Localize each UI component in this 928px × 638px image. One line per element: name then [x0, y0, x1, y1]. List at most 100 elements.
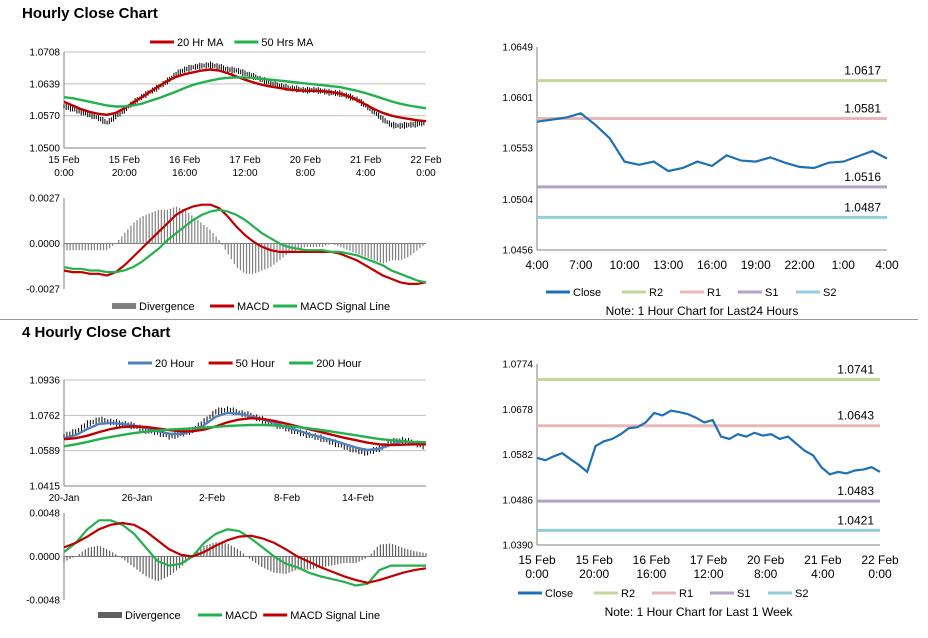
hourly-macd-ytick: 0.0027 — [29, 194, 60, 205]
hourly-ma-xtick-time: 8:00 — [296, 168, 316, 179]
hourly-ma-xtick-time: 0:00 — [416, 168, 436, 179]
4h-close-legend-label: Close — [545, 588, 573, 600]
hourly-ma-xtick-date: 17 Feb — [229, 155, 261, 166]
4h-ma-xtick: 14-Feb — [342, 493, 374, 504]
4h-close-level-label-R2: 1.0741 — [837, 363, 874, 377]
4h-ma-ytick: 1.0415 — [29, 482, 60, 493]
4h-macd-ytick: 0.0000 — [29, 552, 60, 563]
4h-close-xtick-date: 16 Feb — [633, 553, 671, 567]
4h-close-xtick-time: 20:00 — [579, 567, 609, 581]
hourly-ma-xtick-date: 20 Feb — [290, 155, 322, 166]
hourly-close-level-label-R2: 1.0617 — [844, 64, 881, 78]
4h-ma-ytick: 1.0762 — [29, 411, 60, 422]
4h-ma-xtick: 2-Feb — [199, 493, 226, 504]
hourly-close-ytick: 1.0649 — [502, 43, 533, 54]
hourly-macd-ytick: 0.0000 — [29, 239, 60, 250]
hourly-close-ytick: 1.0504 — [502, 195, 533, 206]
section-title-hourly: Hourly Close Chart — [22, 5, 158, 22]
4h-close-xtick-date: 15 Feb — [518, 553, 556, 567]
4h-macd-legend-label: MACD Signal Line — [290, 610, 380, 622]
hourly-close-xtick: 4:00 — [525, 258, 549, 272]
hourly-close-xtick: 16:00 — [697, 258, 727, 272]
4h-ma-xtick: 26-Jan — [122, 493, 153, 504]
4h-close-xtick-date: 20 Feb — [747, 553, 785, 567]
4h-ma-ytick: 1.0936 — [29, 376, 60, 387]
hourly-macd-legend-label: MACD — [237, 301, 269, 313]
4h-macd-series-line — [63, 519, 426, 587]
hourly-ma-xtick-time: 16:00 — [172, 168, 197, 179]
4h-close-xtick-time: 12:00 — [693, 567, 723, 581]
section-divider — [0, 319, 918, 320]
hourly-close-ytick: 1.0553 — [502, 143, 533, 154]
hourly-macd-series-line — [63, 203, 427, 285]
4h-close-legend-label: R1 — [679, 588, 693, 600]
4h-macd-legend-label: MACD — [225, 610, 257, 622]
hourly-macd-series-line — [63, 208, 427, 284]
hourly-ma-ytick: 1.0708 — [29, 48, 60, 59]
hourly-macd-legend-swatch — [112, 303, 136, 309]
hourly-macd-legend-label: MACD Signal Line — [300, 301, 390, 313]
4h-close-note: Note: 1 Hour Chart for Last 1 Week — [605, 605, 794, 619]
4h-close-xtick-date: 22 Feb — [861, 553, 899, 567]
hourly-close-xtick: 22:00 — [784, 258, 814, 272]
hourly-close-ytick: 1.0601 — [502, 93, 533, 104]
hourly-close-close-line — [536, 112, 888, 173]
hourly-ma-xtick-date: 21 Feb — [350, 155, 382, 166]
hourly-close-xtick: 4:00 — [875, 258, 899, 272]
4h-close-legend-label: S2 — [795, 588, 808, 600]
hourly-close-level-label-S2: 1.0487 — [844, 200, 881, 214]
hourly-macd-ytick: -0.0027 — [26, 285, 60, 296]
4h-close-legend-label: S1 — [737, 588, 750, 600]
4h-close-level-label-S2: 1.0421 — [837, 513, 874, 527]
4h-ma-legend-label: 20 Hour — [155, 358, 194, 370]
4h-close-legend-label: R2 — [621, 588, 635, 600]
hourly-ma-xtick-date: 16 Feb — [169, 155, 201, 166]
hourly-ma-legend-label: 20 Hr MA — [177, 37, 224, 49]
4h-close-xtick-date: 17 Feb — [690, 553, 728, 567]
4h-ma-ytick: 1.0589 — [29, 446, 60, 457]
4h-macd-legend-label: Divergence — [125, 610, 181, 622]
hourly-close-level-label-S1: 1.0516 — [844, 170, 881, 184]
4h-macd-ytick: 0.0048 — [29, 509, 60, 520]
hourly-close-xtick: 1:00 — [832, 258, 856, 272]
4h-close-close-line — [536, 409, 881, 476]
hourly-close-legend-label: R1 — [707, 287, 721, 299]
hourly-ma-series-line — [63, 76, 427, 110]
hourly-ma-xtick-date: 15 Feb — [109, 155, 141, 166]
hourly-ma-xtick-time: 0:00 — [54, 168, 74, 179]
hourly-ma-xtick-date: 15 Feb — [48, 155, 80, 166]
4h-close-xtick-time: 0:00 — [525, 567, 549, 581]
4h-close-xtick-time: 4:00 — [811, 567, 835, 581]
4h-close-ytick: 1.0774 — [502, 360, 533, 371]
hourly-close-xtick: 19:00 — [741, 258, 771, 272]
hourly-ma-xtick-date: 22 Feb — [410, 155, 442, 166]
4h-close-xtick-time: 8:00 — [754, 567, 778, 581]
hourly-ma-xtick-time: 12:00 — [232, 168, 257, 179]
4h-close-xtick-time: 16:00 — [636, 567, 666, 581]
hourly-ma-xtick-time: 4:00 — [356, 168, 376, 179]
hourly-close-xtick: 7:00 — [569, 258, 593, 272]
hourly-close-note: Note: 1 Hour Chart for Last24 Hours — [606, 304, 799, 318]
hourly-close-legend-label: S1 — [765, 287, 778, 299]
hourly-macd-legend-label: Divergence — [139, 301, 195, 313]
4h-ma-series-line — [63, 416, 426, 447]
hourly-close-xtick: 13:00 — [653, 258, 683, 272]
4h-close-ytick: 1.0486 — [502, 495, 533, 506]
4h-close-xtick-date: 15 Feb — [575, 553, 613, 567]
4h-ma-series-line — [63, 411, 427, 452]
hourly-close-xtick: 10:00 — [609, 258, 639, 272]
hourly-close-legend-label: S2 — [823, 287, 836, 299]
hourly-ma-ytick: 1.0570 — [29, 111, 60, 122]
4h-close-xtick-time: 0:00 — [868, 567, 892, 581]
4h-macd-ytick: -0.0048 — [26, 596, 60, 607]
4h-close-xtick-date: 21 Feb — [804, 553, 842, 567]
4h-close-ytick: 1.0390 — [502, 541, 533, 552]
hourly-close-ytick: 1.0456 — [502, 246, 533, 257]
4h-close-level-label-R1: 1.0643 — [837, 409, 874, 423]
hourly-ma-ytick: 1.0639 — [29, 79, 60, 90]
4h-ma-legend-label: 50 Hour — [236, 358, 275, 370]
hourly-close-level-label-R1: 1.0581 — [844, 102, 881, 116]
4h-macd-legend-swatch — [98, 612, 122, 618]
hourly-ma-series-line — [63, 68, 427, 123]
